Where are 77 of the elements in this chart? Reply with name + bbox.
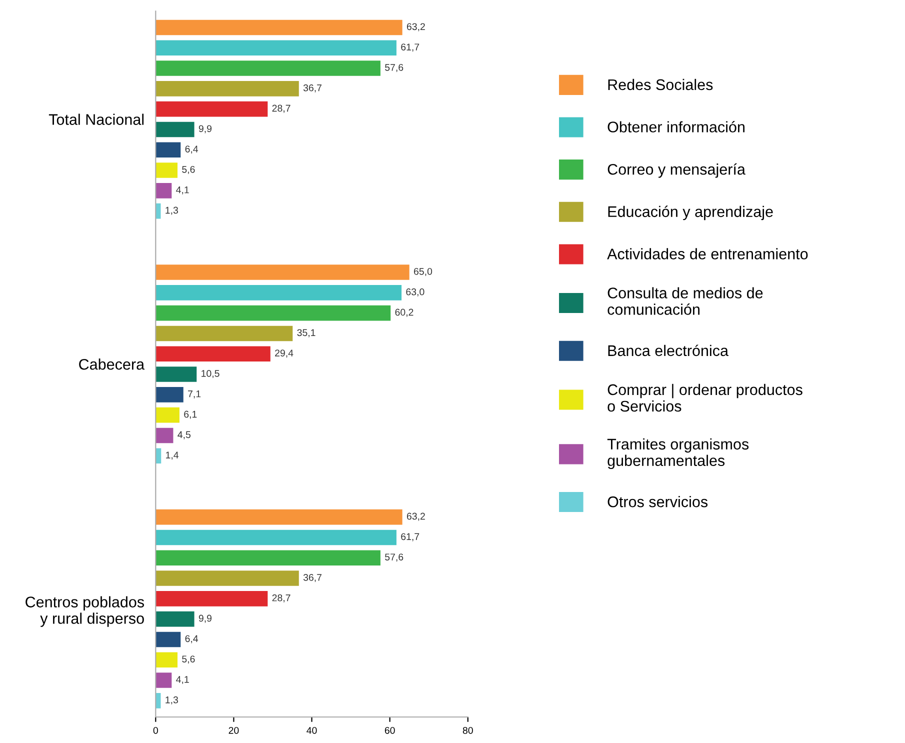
data-label: 10,5	[202, 370, 220, 378]
data-label: 9,9	[198, 125, 212, 134]
bar	[156, 142, 181, 158]
data-label: 29,4	[275, 350, 294, 358]
data-label: 1,4	[166, 452, 179, 460]
bar	[156, 366, 197, 382]
x-tick-label: 40	[306, 726, 317, 734]
data-label: 57,6	[385, 64, 404, 72]
legend-label: Tramites organismos gubernamentales	[607, 438, 749, 470]
legend-label: Educación y aprendizaje	[608, 206, 773, 220]
bar	[156, 305, 391, 321]
x-tick-label: 60	[384, 726, 395, 734]
legend-label: Obtener información	[608, 121, 744, 132]
legend-label: Otros servicios	[608, 496, 708, 508]
data-label: 61,7	[401, 533, 420, 542]
bar	[156, 101, 268, 117]
bar	[156, 407, 180, 423]
data-label: 6,1	[184, 410, 197, 419]
data-label: 7,1	[188, 390, 201, 398]
legend-label: Consulta de medios de comunicación	[608, 287, 763, 315]
data-label: 6,4	[185, 635, 198, 644]
bar	[156, 40, 396, 56]
bar	[156, 611, 194, 627]
data-label: 6,4	[185, 146, 198, 154]
y-tick-label: Centros poblados y rural disperso	[26, 596, 144, 627]
bar	[156, 20, 402, 36]
y-tick-label: Cabecera	[79, 358, 145, 370]
bar	[156, 693, 161, 708]
bar	[156, 122, 194, 138]
data-label: 65,0	[414, 268, 432, 276]
bar	[156, 672, 172, 688]
x-tick-label: 20	[228, 726, 239, 734]
x-tick-label: 80	[462, 726, 473, 734]
bar	[156, 550, 380, 566]
data-label: 60,2	[395, 308, 414, 317]
bar	[156, 81, 299, 96]
data-label: 61,7	[401, 44, 420, 52]
bar	[156, 632, 181, 648]
legend-label: Redes Sociales	[608, 78, 713, 90]
data-label: 28,7	[272, 104, 290, 113]
data-label: 57,6	[385, 554, 404, 562]
data-label: 1,3	[166, 696, 178, 704]
data-label: 1,3	[166, 206, 178, 215]
bar	[156, 162, 178, 178]
data-label: 28,7	[272, 594, 290, 602]
data-label: 4,5	[178, 431, 190, 440]
data-label: 63,2	[406, 23, 425, 32]
bar	[156, 428, 174, 444]
x-tick-label: 0	[153, 726, 158, 734]
data-label: 9,9	[198, 614, 212, 623]
bar	[156, 570, 299, 586]
data-label: 63,2	[406, 512, 425, 521]
bar	[156, 183, 172, 198]
data-label: 4,1	[176, 676, 189, 684]
bar	[156, 448, 162, 464]
y-tick-label: Total Nacional	[48, 114, 144, 125]
bar	[156, 326, 293, 342]
data-label: 4,1	[176, 186, 189, 194]
data-label: 36,7	[303, 574, 322, 582]
data-label: 5,6	[182, 656, 195, 664]
bar	[156, 591, 268, 606]
bar	[156, 264, 410, 280]
legend-label: Actividades de entrenamiento	[607, 248, 808, 260]
bar	[156, 509, 402, 525]
legend-label: Banca electrónica	[608, 344, 728, 356]
legend-label: Comprar | ordenar productos o Servicios	[608, 384, 802, 412]
data-label: 36,7	[303, 84, 322, 92]
bar	[156, 346, 270, 362]
bar	[156, 652, 178, 668]
bar	[156, 387, 184, 402]
data-label: 5,6	[182, 166, 195, 174]
bar	[156, 60, 380, 76]
legend-label: Correo y mensajería	[608, 163, 746, 178]
bar	[156, 285, 402, 300]
data-label: 35,1	[297, 329, 316, 338]
data-label: 63,0	[406, 288, 424, 296]
bar	[156, 530, 396, 546]
